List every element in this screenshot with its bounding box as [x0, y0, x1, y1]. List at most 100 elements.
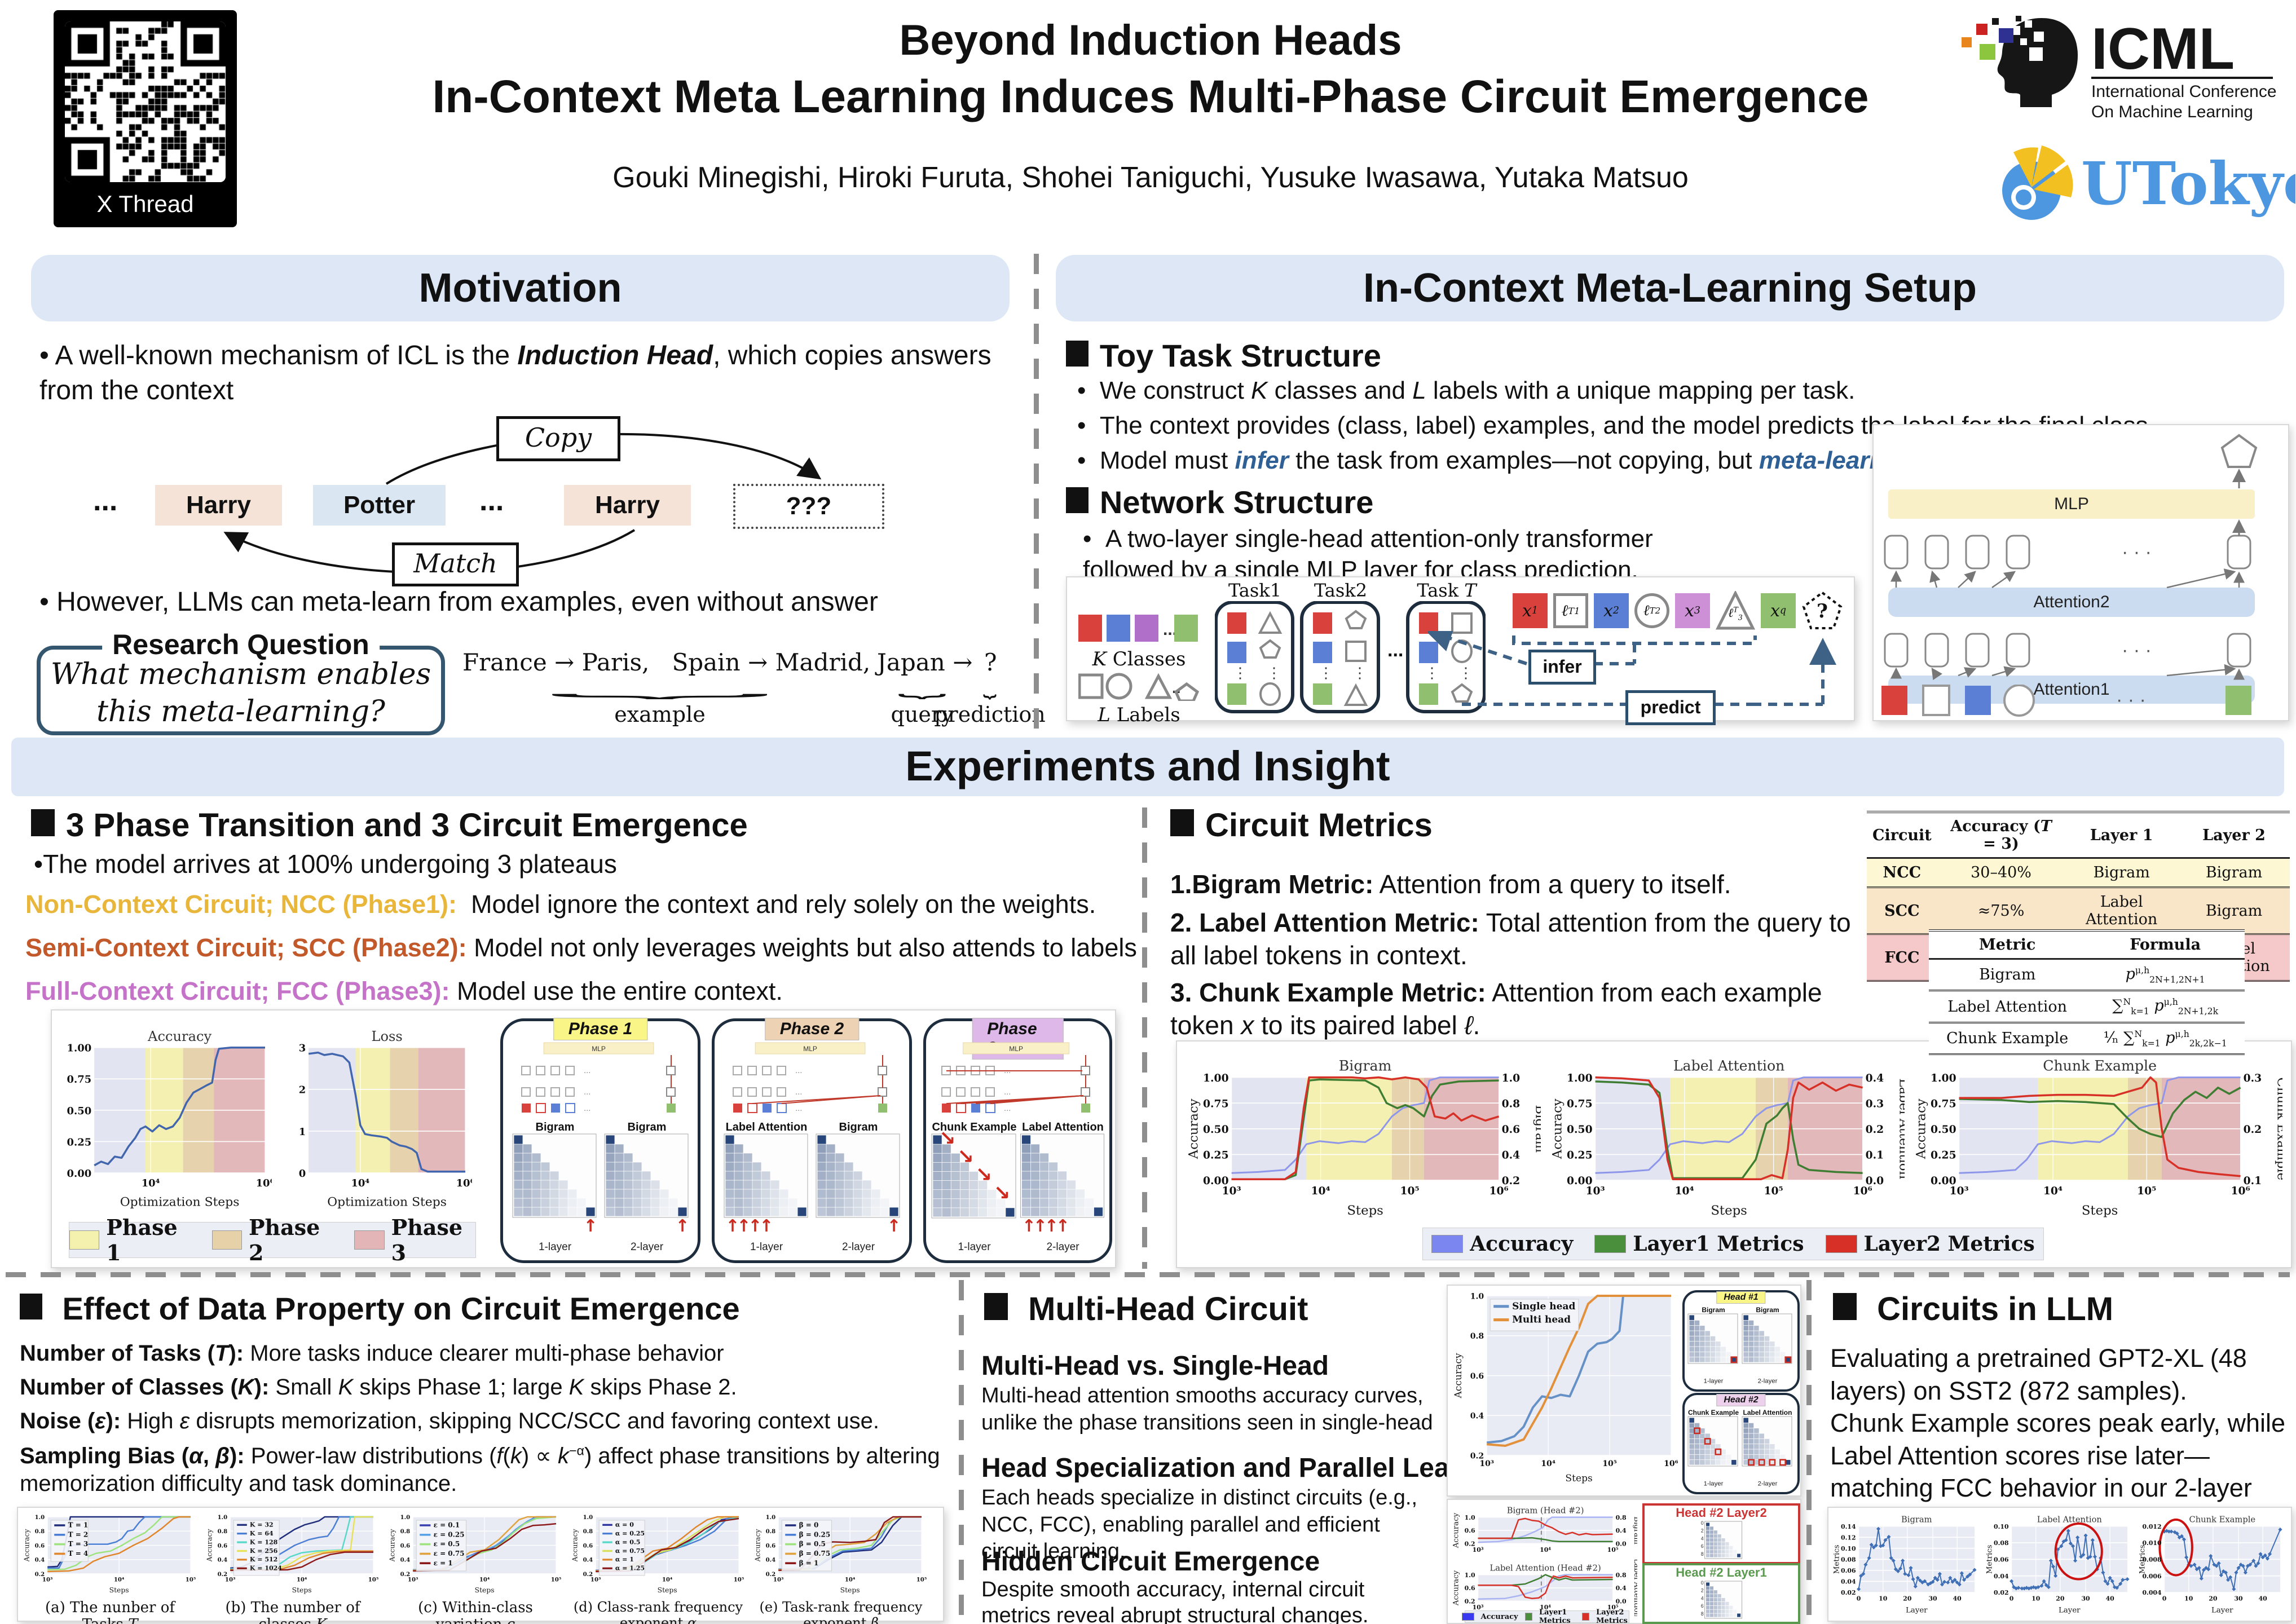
svg-text:1-layer: 1-layer	[958, 1241, 991, 1253]
ncc-label: Non-Context Circuit; NCC (Phase1):	[25, 890, 457, 919]
legend-item: Layer2 Metrics	[1825, 1232, 2035, 1256]
svg-text:0.010: 0.010	[2142, 1539, 2162, 1547]
separator-horizontal	[6, 1272, 2290, 1277]
phase2-heatmap-1layer: ↑ ↑ ↑ ↑ Label Attention 1-layer	[721, 1118, 812, 1254]
square-marker-icon	[1066, 487, 1089, 513]
svg-text:Label Attention: Label Attention	[1022, 1121, 1104, 1133]
svg-text:10³: 10³	[1473, 1604, 1484, 1611]
head2-layer2-callout: Head #2 Layer2 0 24 6 8 0.0 2.5 5.0 7.5	[1642, 1503, 1800, 1564]
slot-row-1	[1884, 633, 2251, 668]
svg-text:ε = 0.75: ε = 0.75	[434, 1550, 465, 1557]
svg-text:2.5: 2.5	[1715, 1559, 1722, 1560]
multihead-top-figure: 0.2 0.4 0.6 0.8 1.0 10³ 10⁴ 10⁵ 10⁶ Steps Accuracy…	[1447, 1285, 1801, 1497]
phase3-heatmap-2layer: ↑ ↑ ↑ ↑ Label Attention 2-layer	[1019, 1118, 1107, 1254]
caption-a: (a) The nunber of Tasks T	[45, 1599, 175, 1624]
svg-text:Optimization Steps: Optimization Steps	[327, 1195, 447, 1210]
svg-text:0.75: 0.75	[1203, 1097, 1229, 1110]
svg-text:0.4: 0.4	[1470, 1412, 1484, 1421]
token-unknown: ???	[733, 484, 884, 529]
token-label-circle	[2003, 685, 2035, 717]
svg-text:10⁶: 10⁶	[456, 1177, 472, 1189]
svg-text:10⁴: 10⁴	[297, 1577, 307, 1583]
square-marker-icon	[1066, 341, 1089, 367]
svg-text:1.0: 1.0	[218, 1514, 228, 1521]
legend-item: Phase 3	[354, 1215, 475, 1265]
svg-text:T = 3: T = 3	[68, 1540, 89, 1548]
svg-text:↑: ↑	[737, 1216, 751, 1236]
task-structure-diagram: ... K Classes .. L Labels Task1 Task2 Ta…	[1066, 576, 1855, 726]
svg-text:Label Attention: Label Attention	[2037, 1515, 2103, 1525]
seq-l3: ℓT3	[1716, 591, 1755, 630]
svg-text:↑: ↑	[1045, 1216, 1059, 1236]
svg-text:10³: 10³	[1949, 1185, 1968, 1197]
head2-panel: Head #2 Chunk Example 1-layer Label Atten…	[1682, 1393, 1800, 1494]
svg-text:0.8: 0.8	[35, 1528, 45, 1535]
svg-text:0.0: 0.0	[1704, 1618, 1711, 1619]
phase-legend: Phase 1 Phase 2 Phase 3	[69, 1215, 476, 1265]
icl-example-formula: France → Paris, Spain → Madrid, Japan → …	[462, 643, 1046, 727]
svg-text:Bigram: Bigram	[1533, 1105, 1541, 1153]
svg-text:⋮: ⋮	[1267, 664, 1281, 681]
svg-text:0.6: 0.6	[1470, 1372, 1484, 1381]
svg-text:0.2: 0.2	[35, 1571, 45, 1578]
svg-text:30: 30	[1928, 1595, 1937, 1603]
svg-text:· · ·: · · ·	[2116, 689, 2146, 710]
mh-sub1-text: Multi-head attention smooths accuracy cu…	[981, 1384, 1433, 1435]
task2-label: Task2	[1314, 580, 1368, 601]
tasks-ellipsis: ...	[1387, 639, 1404, 661]
svg-text:10³: 10³	[1585, 1185, 1605, 1197]
svg-text:↑: ↑	[725, 1216, 739, 1236]
svg-text:MLP: MLP	[1009, 1045, 1023, 1053]
svg-text:10⁴: 10⁴	[2043, 1185, 2063, 1197]
multihead-bottom-figure: Bigram (Head #2) 0.2 0.6 1.0 0.0 0.4 0.8 10³ 10⁴…	[1447, 1499, 1801, 1624]
underbrace-example: ⏟	[548, 672, 772, 698]
svg-text:β = 0.5: β = 0.5	[799, 1540, 826, 1548]
svg-text:↑: ↑	[1033, 1216, 1047, 1236]
legend-item: Layer1 Metrics	[1524, 1608, 1575, 1624]
svg-text:Label Attention: Label Attention	[1673, 1058, 1785, 1074]
svg-text:10: 10	[2031, 1595, 2041, 1603]
fcc-label: Full-Context Circuit; FCC (Phase3):	[25, 977, 450, 1005]
bigram-head2-chart: Bigram (Head #2) 0.2 0.6 1.0 0.0 0.4 0.8 10³ 10⁴…	[1451, 1502, 1641, 1559]
svg-text:0.6: 0.6	[1465, 1527, 1475, 1534]
svg-text:β = 1: β = 1	[799, 1559, 819, 1567]
research-question-box: Research Question What mechanism enables…	[37, 628, 445, 735]
svg-text:Accuracy: Accuracy	[23, 1529, 31, 1563]
svg-text:10: 10	[2184, 1595, 2193, 1603]
svg-text:0: 0	[2162, 1595, 2167, 1603]
svg-text:1.0: 1.0	[766, 1514, 776, 1521]
svg-text:0.6: 0.6	[766, 1542, 776, 1549]
svg-text:4: 4	[1701, 1595, 1704, 1601]
svg-text:0.50: 0.50	[1567, 1123, 1593, 1136]
svg-text:0.012: 0.012	[2142, 1523, 2161, 1530]
icml-sub1: International Conference	[2091, 82, 2277, 101]
svg-text:0.2: 0.2	[218, 1571, 228, 1578]
svg-text:↑: ↑	[759, 1216, 773, 1236]
svg-text:⋮: ⋮	[1425, 664, 1439, 681]
chunk-chart: Chunk Example 0.00 0.25 0.50 0.75 1.00 0.1 0.2 0…	[1913, 1052, 2289, 1221]
mlp-label: MLP	[2054, 495, 2089, 513]
svg-text:0.00: 0.00	[1203, 1175, 1229, 1187]
svg-text:0.2: 0.2	[1866, 1123, 1884, 1136]
icml-head-icon	[1962, 16, 2078, 107]
svg-text:α = 0.5: α = 0.5	[615, 1538, 640, 1546]
ellipsis-mid: ...	[479, 484, 504, 517]
svg-text:0.08: 0.08	[1994, 1539, 2009, 1547]
label-example: example	[614, 702, 706, 727]
svg-text:40: 40	[1953, 1595, 1962, 1603]
underbrace-prediction: ⏟	[983, 672, 997, 698]
svg-text:Layer: Layer	[2059, 1607, 2081, 1615]
accuracy-chart: Accuracy 0.00 0.25 0.50 0.75 1.00 10⁴ 10⁶ Optimi…	[63, 1023, 274, 1212]
svg-text:0.2: 0.2	[1502, 1175, 1521, 1187]
svg-text:Accuracy: Accuracy	[147, 1029, 211, 1044]
svg-text:10⁴: 10⁴	[1674, 1185, 1694, 1197]
svg-text:2: 2	[299, 1084, 306, 1096]
svg-text:0.14: 0.14	[1841, 1523, 1856, 1530]
svg-text:0.75: 0.75	[67, 1074, 91, 1085]
labelatt-head2-chart: Label Attention (Head #2) 0.2 0.6 1.0 0.0 0.4…	[1451, 1559, 1641, 1618]
token-xq-green	[2226, 686, 2251, 715]
svg-text:Label Attention: Label Attention	[1632, 1560, 1637, 1616]
utokyo-name: UTokyo	[2081, 149, 2295, 218]
svg-text:10⁶: 10⁶	[2231, 1185, 2250, 1197]
svg-text:10³: 10³	[590, 1577, 601, 1583]
